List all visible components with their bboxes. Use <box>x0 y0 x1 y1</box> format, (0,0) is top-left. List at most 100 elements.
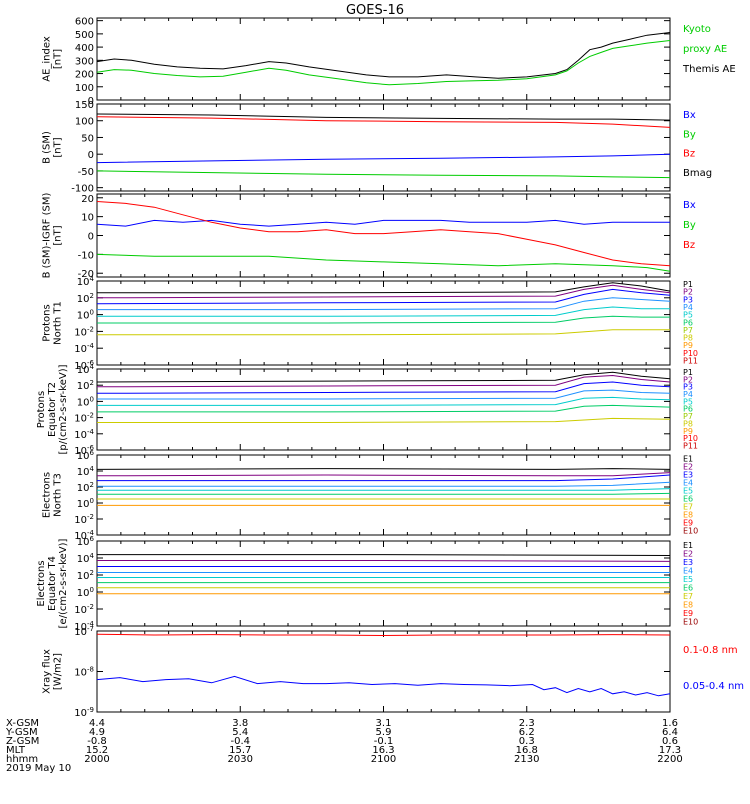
y-tick-label: 0 <box>88 96 94 107</box>
legend-entry: E6 <box>683 583 693 592</box>
y-axis-label: North T3 <box>53 473 64 517</box>
series-e5 <box>97 488 671 491</box>
footer-value: 16.3 <box>372 745 394 756</box>
legend-entry: P4 <box>683 390 693 399</box>
series-p4 <box>97 297 671 311</box>
y-axis-label: Equator T4 <box>47 556 58 611</box>
series-p1 <box>96 371 671 383</box>
footer-value: 17.3 <box>659 745 681 756</box>
y-tick-label: 20 <box>81 194 94 205</box>
footer-value: 4.9 <box>89 727 105 738</box>
y-tick-label: 100 <box>77 497 94 510</box>
panel-frame <box>96 103 671 192</box>
y-tick-label: 400 <box>75 43 94 54</box>
series-p7 <box>97 417 671 423</box>
y-axis-label: B (SM)-IGRF (SM) <box>42 193 53 279</box>
legend-entry: 0.1-0.8 nm <box>683 645 738 656</box>
series-kyoto-proxy-ae <box>96 40 671 86</box>
legend-entry: P2 <box>683 375 693 384</box>
series-bmag <box>96 113 671 121</box>
panel-frame <box>96 454 671 536</box>
y-axis-label: [W/m2] <box>53 653 64 690</box>
legend-entry: Themis AE <box>682 64 736 75</box>
legend-entry: P8 <box>683 334 693 343</box>
legend-entry: P3 <box>683 295 693 304</box>
footer-row-label: Y-GSM <box>5 727 38 738</box>
legend-entry: P5 <box>683 397 693 406</box>
series-p3 <box>96 381 671 394</box>
y-axis-label: Electrons <box>36 560 47 606</box>
footer-value: 5.4 <box>232 727 248 738</box>
y-tick-label: -20 <box>78 269 94 280</box>
y-axis-label: [p/(cm2-s-sr-keV)] <box>58 364 69 454</box>
legend-entry: E8 <box>683 600 693 609</box>
legend-entry: E2 <box>683 549 693 558</box>
series-e2 <box>96 472 671 477</box>
legend-entry: Bz <box>683 240 695 251</box>
y-tick-label: 106 <box>77 535 95 548</box>
y-tick-label: 102 <box>77 292 94 305</box>
legend-entry: P1 <box>683 280 693 289</box>
legend-entry: P7 <box>683 326 693 335</box>
y-axis-label: [nT] <box>53 49 64 69</box>
series-p6 <box>97 404 671 413</box>
legend-entry: P11 <box>683 442 698 451</box>
legend-entry: P9 <box>683 427 693 436</box>
legend-entry: P6 <box>683 405 693 414</box>
y-axis-label: [nT] <box>53 225 64 245</box>
legend-entry: E1 <box>683 541 693 550</box>
series-bz <box>96 201 671 267</box>
y-axis-label: Xray flux <box>42 649 53 694</box>
y-tick-label: 100 <box>75 117 94 128</box>
y-tick-label: 104 <box>77 552 95 565</box>
y-tick-label: -50 <box>78 167 94 178</box>
y-tick-label: 10-4 <box>74 342 94 355</box>
legend-entry: E3 <box>683 558 693 567</box>
y-tick-label: 102 <box>77 379 94 392</box>
footer-value: 5.9 <box>376 727 392 738</box>
legend-entry: P8 <box>683 419 693 428</box>
y-tick-label: 104 <box>77 465 95 478</box>
footer-value: 0.3 <box>519 736 535 747</box>
y-tick-label: -100 <box>71 184 94 195</box>
footer-value: 2.3 <box>519 718 535 729</box>
legend-entry: E6 <box>683 494 693 503</box>
series-0-05-0-4-nm <box>96 675 671 697</box>
series-bx <box>96 219 670 227</box>
y-axis-label: [nT] <box>53 137 64 157</box>
series-p7 <box>97 329 670 336</box>
y-tick-label: 600 <box>75 17 94 28</box>
series-p6 <box>97 315 670 324</box>
series-e1 <box>97 554 671 556</box>
series-p4 <box>97 389 671 400</box>
footer-value: 15.2 <box>86 745 108 756</box>
legend-entry: E4 <box>683 478 693 487</box>
legend-entry: E5 <box>683 486 693 495</box>
panel-b_sm: -100 -50 0 50 100 150 B (SM) [nT] Bx By Bz Bmag <box>42 100 713 195</box>
legend-entry: P1 <box>683 368 693 377</box>
legend-entry: E10 <box>683 526 698 535</box>
legend-entry: By <box>683 220 696 231</box>
y-axis-label: B (SM) <box>42 131 53 164</box>
footer-value: 4.4 <box>89 718 105 729</box>
series-p5 <box>97 306 670 317</box>
footer-value: -0.8 <box>87 736 107 747</box>
series-e6 <box>97 492 671 495</box>
series-p5 <box>97 396 671 406</box>
footer-row-label: Z-GSM <box>6 736 39 747</box>
series-p2 <box>96 374 671 388</box>
series-p3 <box>96 288 671 305</box>
series-by <box>96 170 671 179</box>
footer-value: 15.7 <box>229 745 251 756</box>
legend-entry: E7 <box>683 502 693 511</box>
footer-value: 0.6 <box>662 736 678 747</box>
footer-value: 2130 <box>514 754 539 765</box>
footer-value: 1.6 <box>662 718 678 729</box>
series-bz <box>96 116 671 128</box>
footer-value: 2030 <box>228 754 253 765</box>
